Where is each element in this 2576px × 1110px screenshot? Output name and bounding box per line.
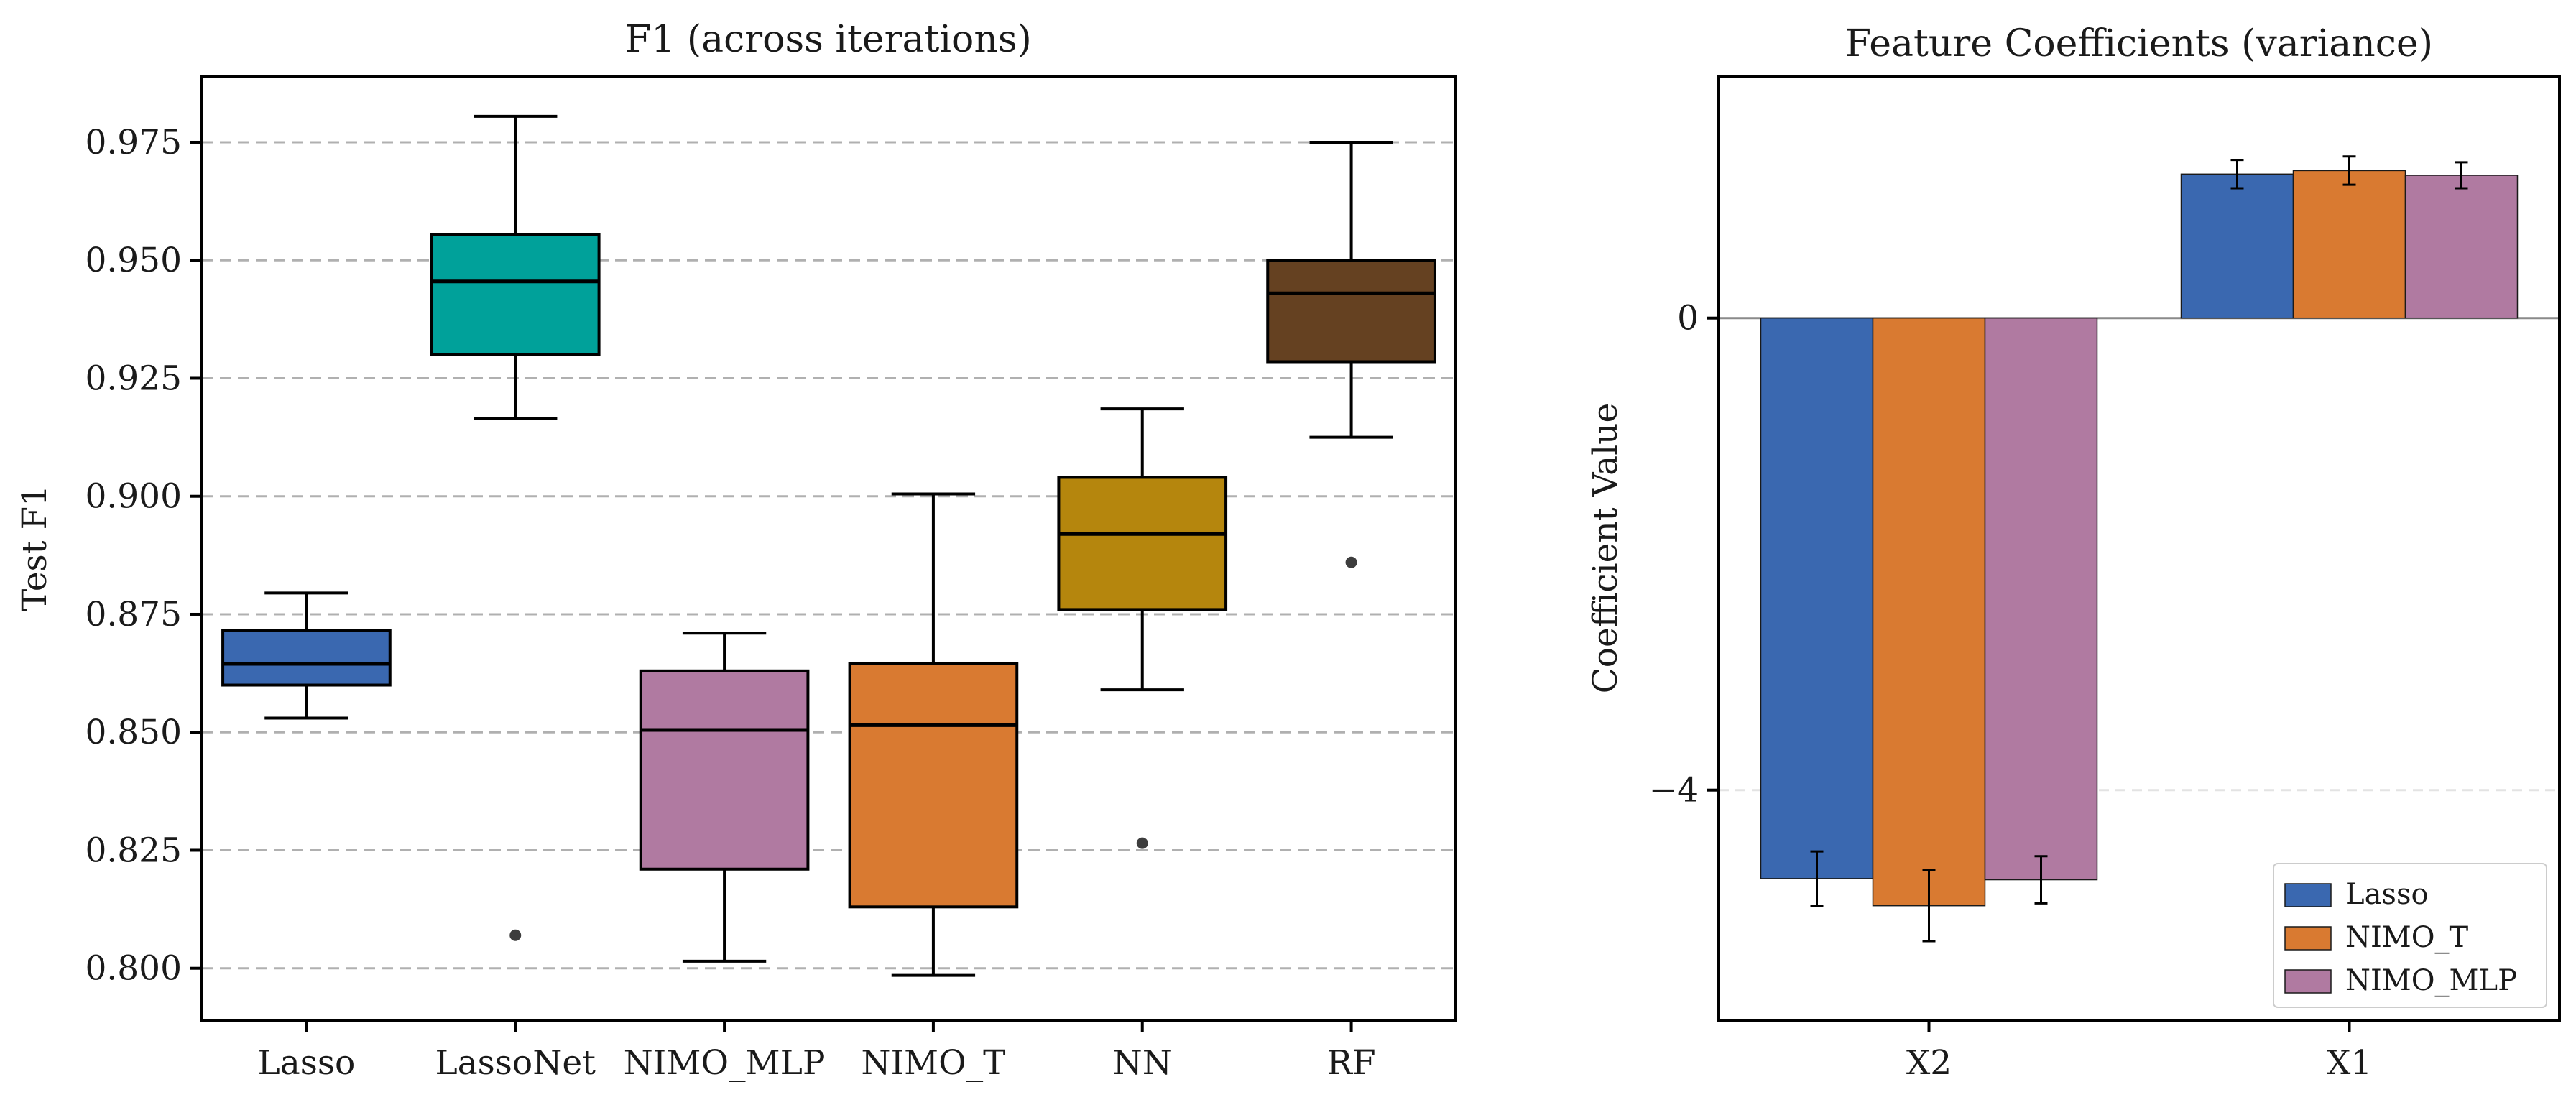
left-y-tick-label: 0.975 — [85, 123, 182, 162]
left-x-tick-label: Lasso — [258, 1043, 356, 1083]
legend-label: Lasso — [2345, 878, 2429, 911]
outlier-point — [1345, 556, 1357, 568]
legend-label: NIMO_T — [2345, 921, 2469, 954]
left-axes-frame — [200, 75, 1457, 1022]
legend-frame — [2273, 863, 2547, 1008]
left-y-tick-label: 0.800 — [85, 949, 182, 989]
legend-swatch — [2284, 926, 2332, 951]
box-rf — [1266, 140, 1436, 568]
right-y-tick-label: 0 — [1677, 299, 1699, 338]
box-iqr — [1266, 259, 1436, 364]
bar-nimo-t-x2 — [1872, 317, 1986, 907]
left-x-tick-label: NIMO_T — [861, 1043, 1005, 1083]
right-chart-title: Feature Coefficients (variance) — [1845, 22, 2433, 65]
box-lassonet — [430, 114, 601, 941]
left-y-tick-label: 0.825 — [85, 831, 182, 870]
left-x-tick-label: RF — [1327, 1043, 1376, 1083]
left-y-ticks: 0.800 0.825 0.850 0.875 0.900 0.925 0.950 0.975 — [85, 123, 202, 989]
errorbar-nimo-t-x1 — [2342, 155, 2356, 186]
errorbar-nimo-mlp-x1 — [2455, 161, 2468, 190]
box-iqr — [1057, 476, 1228, 611]
right-axes-frame — [1717, 75, 2561, 1022]
bar-lasso-x2 — [1760, 317, 1874, 879]
legend-swatch — [2284, 969, 2332, 994]
outlier-point — [1136, 837, 1148, 849]
legend-item-nimo-t: NIMO_T — [2284, 921, 2469, 954]
left-x-tick-label: NIMO_MLP — [624, 1043, 826, 1083]
left-grid — [202, 141, 1456, 970]
left-y-tick-label: 0.925 — [85, 359, 182, 398]
left-y-tick-label: 0.950 — [85, 241, 182, 280]
left-x-ticks: Lasso LassoNet NIMO_MLP NIMO_T NN RF — [258, 1020, 1376, 1083]
outlier-point — [509, 929, 522, 941]
right-x-ticks: X2 X1 — [1906, 1020, 2372, 1083]
box-nn — [1057, 407, 1228, 849]
errorbar-lasso-x1 — [2230, 159, 2244, 190]
left-y-tick-label: 0.875 — [85, 595, 182, 634]
legend-item-lasso: Lasso — [2284, 878, 2429, 911]
legend-swatch — [2284, 883, 2332, 907]
box-nimo-mlp — [639, 632, 810, 963]
left-x-tick-label: LassoNet — [435, 1043, 596, 1083]
box-iqr — [221, 629, 392, 687]
left-y-tick-label: 0.850 — [85, 713, 182, 752]
right-panel-coefficients-bar: 0 −4 X2 X1 Lasso NIMO_T NIMO_MLP Feature Coe… — [1586, 22, 2561, 1083]
left-y-axis-label: Test F1 — [15, 485, 55, 611]
bar-lasso-x1 — [2180, 173, 2294, 319]
right-y-ticks: 0 −4 — [1649, 299, 1719, 810]
box-iqr — [639, 669, 810, 871]
right-x-tick-label: X2 — [1906, 1043, 1952, 1083]
legend: Lasso NIMO_T NIMO_MLP — [2273, 863, 2547, 1008]
legend-item-nimo-mlp: NIMO_MLP — [2284, 964, 2517, 997]
errorbar-nimo-t-x2 — [1922, 869, 1936, 943]
box-nimo-t — [848, 492, 1019, 977]
right-y-axis-label: Coefficient Value — [1586, 403, 1625, 694]
left-boxes — [221, 114, 1436, 977]
right-y-tick-label: −4 — [1649, 771, 1699, 810]
left-x-tick-label: NN — [1113, 1043, 1172, 1083]
left-y-tick-label: 0.900 — [85, 477, 182, 517]
left-panel-f1-boxplot: 0.800 0.825 0.850 0.875 0.900 0.925 0.950 0.975… — [15, 18, 1457, 1083]
legend-label: NIMO_MLP — [2345, 964, 2517, 997]
bar-nimo-mlp-x2 — [1984, 317, 2098, 881]
box-iqr — [848, 662, 1019, 909]
bar-nimo-t-x1 — [2292, 170, 2406, 319]
box-iqr — [430, 233, 601, 356]
bar-nimo-mlp-x1 — [2404, 175, 2519, 319]
right-x-tick-label: X1 — [2327, 1043, 2372, 1083]
errorbar-lasso-x2 — [1810, 850, 1824, 907]
errorbar-nimo-mlp-x2 — [2034, 855, 2048, 905]
box-lasso — [221, 591, 392, 720]
right-bars — [1760, 155, 2519, 943]
left-chart-title: F1 (across iterations) — [625, 18, 1032, 61]
